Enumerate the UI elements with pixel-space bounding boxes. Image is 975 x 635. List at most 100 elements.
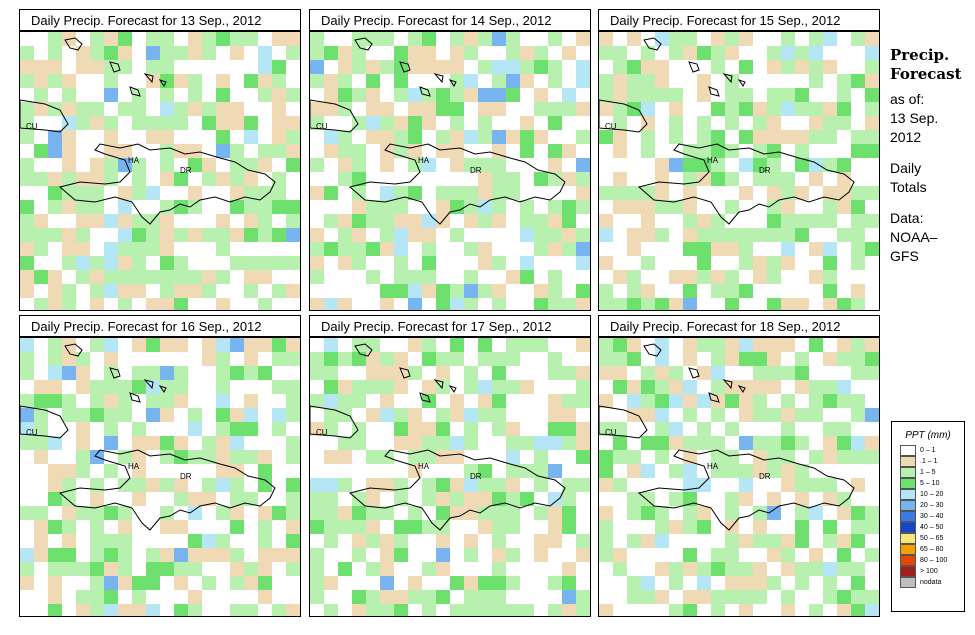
island-coastline (143, 73, 154, 84)
precip-cell (599, 32, 613, 46)
precip-cell (202, 478, 216, 492)
precip-cell (478, 256, 492, 270)
precip-cell (823, 562, 837, 576)
precip-cell (380, 214, 394, 228)
legend-item: 40 – 50 (900, 522, 964, 533)
precip-cell (865, 74, 879, 88)
precip-cell (160, 436, 174, 450)
precip-cell (104, 270, 118, 284)
precip-cell (627, 270, 641, 284)
precip-cell (90, 576, 104, 590)
info-title-line2: Forecast (890, 65, 962, 83)
precip-cell (338, 450, 352, 464)
precip-cell (422, 46, 436, 60)
precip-cell (562, 298, 576, 310)
precip-cell (48, 366, 62, 380)
precip-cell (48, 492, 62, 506)
precip-cell (739, 534, 753, 548)
precip-cell (76, 200, 90, 214)
precip-cell (188, 492, 202, 506)
island-coastline (158, 79, 167, 87)
precip-cell (366, 352, 380, 366)
precip-cell (627, 352, 641, 366)
precip-cell (202, 46, 216, 60)
precip-cell (795, 436, 809, 450)
precip-cell (492, 214, 506, 228)
precip-cell (464, 590, 478, 604)
precip-cell (230, 548, 244, 562)
precip-cell (809, 46, 823, 60)
hispaniola-coastline (58, 449, 276, 531)
precip-cell (450, 158, 464, 172)
precip-cell (576, 394, 590, 408)
precip-cell (711, 366, 725, 380)
precip-cell (286, 46, 300, 60)
precip-cell (132, 464, 146, 478)
precip-cell (851, 520, 865, 534)
precip-cell (562, 228, 576, 242)
precip-cell (104, 130, 118, 144)
precip-cell (202, 32, 216, 46)
info-date-line2: 2012 (890, 129, 922, 145)
info-data-line1: Data: (890, 210, 924, 226)
precip-cell (286, 520, 300, 534)
precip-cell (767, 548, 781, 562)
precip-cell (669, 394, 683, 408)
precip-cell (76, 270, 90, 284)
precip-cell (562, 214, 576, 228)
precip-cell (310, 590, 324, 604)
precip-cell (160, 450, 174, 464)
country-label-ha: HA (418, 462, 430, 471)
precip-cell (104, 422, 118, 436)
precip-cell (216, 144, 230, 158)
country-label-cu: CU (26, 122, 38, 131)
precip-cell (837, 172, 851, 186)
precip-cell (599, 604, 613, 616)
precip-cell (174, 380, 188, 394)
precip-cell (478, 338, 492, 352)
precip-cell (725, 298, 739, 310)
precip-cell (711, 464, 725, 478)
precip-cell (366, 200, 380, 214)
precip-cell (534, 60, 548, 74)
legend-swatch (900, 500, 916, 511)
precip-cell (781, 46, 795, 60)
precip-cell (478, 102, 492, 116)
precip-cell (599, 214, 613, 228)
precip-cell (286, 32, 300, 46)
precip-cell (118, 298, 132, 310)
precip-cell (711, 242, 725, 256)
precip-cell (258, 562, 272, 576)
precip-cell (548, 284, 562, 298)
precip-cell (20, 172, 34, 186)
precip-cell (823, 32, 837, 46)
precip-cell (711, 130, 725, 144)
precip-cell (520, 464, 534, 478)
precip-cell (146, 366, 160, 380)
precip-cell (380, 562, 394, 576)
panel-title: Daily Precip. Forecast for 15 Sep., 2012 (598, 9, 880, 31)
precip-cell (725, 562, 739, 576)
country-label-ha: HA (128, 462, 140, 471)
precip-cell (823, 576, 837, 590)
precip-cell (562, 590, 576, 604)
precip-cell (132, 158, 146, 172)
precip-cell (286, 116, 300, 130)
precip-grid (20, 338, 300, 616)
precip-cell (641, 228, 655, 242)
precip-cell (366, 242, 380, 256)
precip-cell (202, 116, 216, 130)
precip-cell (286, 88, 300, 102)
precip-cell (160, 338, 174, 352)
precip-cell (795, 186, 809, 200)
precip-cell (627, 464, 641, 478)
precip-cell (655, 338, 669, 352)
precip-cell (464, 186, 478, 200)
precip-cell (244, 74, 258, 88)
precip-cell (576, 74, 590, 88)
precip-cell (422, 270, 436, 284)
precip-cell (809, 270, 823, 284)
precip-cell (104, 116, 118, 130)
precip-cell (711, 270, 725, 284)
precip-cell (90, 102, 104, 116)
